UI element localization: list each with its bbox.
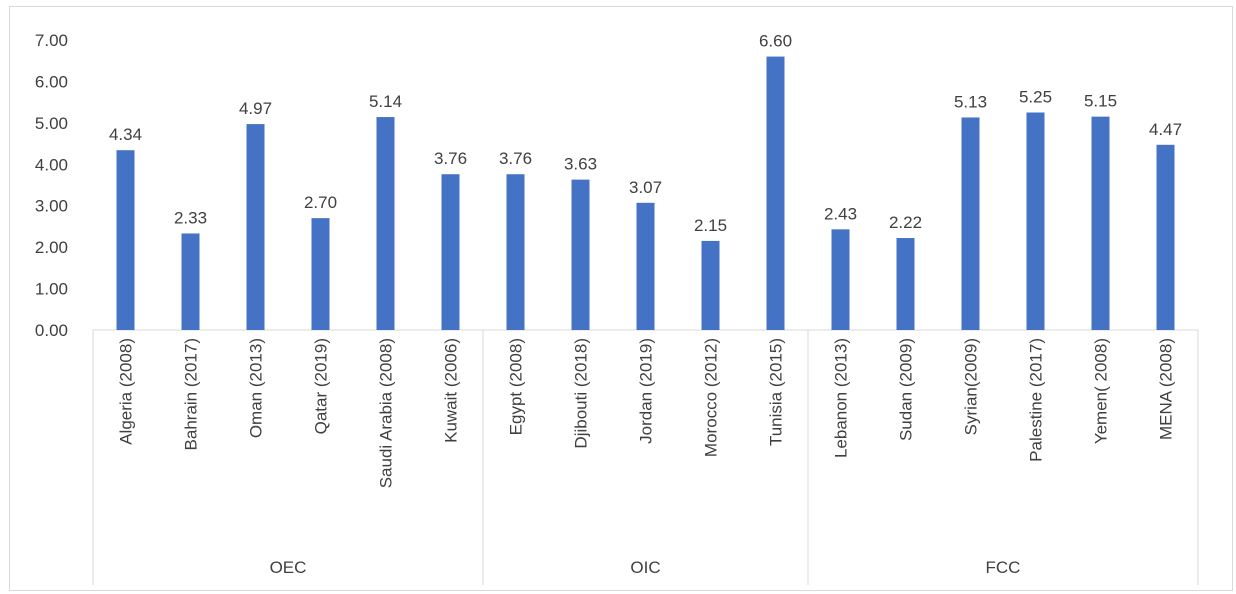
- category-label: Bahrain (2017): [182, 338, 201, 450]
- y-tick-label: 5.00: [35, 114, 68, 133]
- category-label: Oman (2013): [247, 338, 266, 438]
- category-label: Algeria (2008): [117, 338, 136, 445]
- category-label: Jordan (2019): [637, 338, 656, 444]
- group-label: OEC: [270, 558, 307, 577]
- category-label: Kuwait (2006): [442, 338, 461, 443]
- category-label: Sudan (2009): [897, 338, 916, 441]
- bar: [571, 179, 590, 330]
- bar: [831, 229, 850, 330]
- data-label: 3.07: [629, 178, 662, 197]
- data-label: 6.60: [759, 32, 792, 51]
- bar: [961, 117, 980, 330]
- bar: [311, 218, 330, 330]
- data-label: 2.70: [304, 193, 337, 212]
- group-label: OIC: [630, 558, 660, 577]
- bar: [1026, 112, 1045, 330]
- bar: [506, 174, 525, 330]
- y-tick-label: 2.00: [35, 238, 68, 257]
- bar: [766, 56, 785, 330]
- data-label: 3.63: [564, 155, 597, 174]
- bar: [376, 117, 395, 330]
- category-label: Saudi Arabia (2008): [377, 338, 396, 488]
- data-label: 5.14: [369, 92, 402, 111]
- bar: [701, 240, 720, 330]
- data-label: 3.76: [434, 149, 467, 168]
- bar: [1091, 116, 1110, 331]
- data-label: 2.33: [174, 208, 207, 227]
- bar: [1156, 144, 1175, 330]
- category-label: Qatar (2019): [312, 338, 331, 434]
- data-label: 2.43: [824, 204, 857, 223]
- category-label: Egypt (2008): [507, 338, 526, 435]
- bar: [181, 233, 200, 330]
- category-label: Palestine (2017): [1027, 338, 1046, 462]
- category-label: Syrian(2009): [962, 338, 981, 435]
- data-label: 3.76: [499, 149, 532, 168]
- y-tick-label: 6.00: [35, 72, 68, 91]
- y-tick-label: 1.00: [35, 280, 68, 299]
- data-label: 5.25: [1019, 88, 1052, 107]
- data-label: 4.47: [1149, 120, 1182, 139]
- data-label: 5.13: [954, 92, 987, 111]
- category-label: MENA (2008): [1157, 338, 1176, 440]
- category-label: Lebanon (2013): [832, 338, 851, 458]
- y-tick-label: 0.00: [35, 321, 68, 340]
- data-label: 2.22: [889, 213, 922, 232]
- data-label: 4.97: [239, 99, 272, 118]
- category-label: Morocco (2012): [702, 338, 721, 457]
- bar: [896, 238, 915, 330]
- category-label: Djibouti (2018): [572, 338, 591, 449]
- bar: [116, 150, 135, 330]
- category-label: Tunisia (2015): [767, 338, 786, 446]
- bar: [246, 124, 265, 330]
- data-label: 5.15: [1084, 92, 1117, 111]
- y-tick-label: 7.00: [35, 31, 68, 50]
- data-label: 4.34: [109, 125, 142, 144]
- data-label: 2.15: [694, 216, 727, 235]
- y-tick-label: 3.00: [35, 197, 68, 216]
- bar: [441, 174, 460, 330]
- bar: [636, 202, 655, 330]
- y-tick-label: 4.00: [35, 155, 68, 174]
- group-label: FCC: [986, 558, 1021, 577]
- category-label: Yemen( 2008): [1092, 338, 1111, 444]
